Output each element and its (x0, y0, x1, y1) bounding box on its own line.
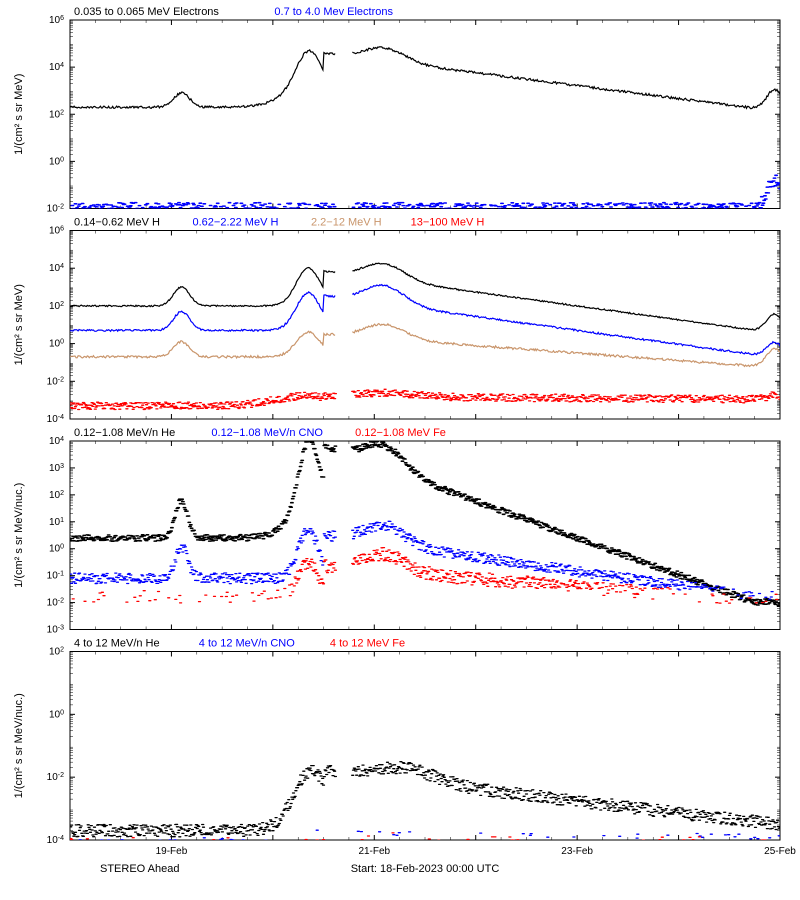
ytick-label: 10-2 (47, 772, 64, 784)
ytick-label: 102 (49, 646, 64, 658)
ytick-label: 10-1 (47, 570, 64, 582)
ytick-label: 103 (49, 462, 64, 474)
legend-item: 0.62−2.22 MeV H (193, 217, 279, 229)
xtick-label: 21-Feb (358, 846, 390, 857)
panel-frame (70, 20, 780, 209)
ytick-label: 104 (49, 62, 64, 74)
legend-item: 13−100 MeV H (411, 217, 485, 229)
series-scatter (69, 762, 781, 837)
panel-1: 10-4 10-2 100 102 104 106 1/(cm² s sr MeV) 0.14… (13, 217, 781, 426)
ytick-label: 104 (49, 436, 64, 448)
legend-item: 0.14−0.62 MeV H (74, 217, 160, 229)
series-line (70, 324, 780, 367)
panel-frame (70, 441, 780, 630)
ylabel: 1/(cm² s sr MeV) (13, 74, 25, 155)
ytick-label: 100 (49, 709, 64, 721)
panel-0: 10-2 100 102 104 106 1/(cm² s sr MeV) 0.035 to… (13, 6, 781, 215)
ytick-label: 102 (49, 300, 64, 312)
series-scatter (71, 830, 781, 840)
ytick-label: 100 (49, 338, 64, 350)
xtick-label: 25-Feb (764, 846, 796, 857)
legend-item: 2.2−12 MeV H (311, 217, 382, 229)
ytick-label: 10-2 (47, 597, 64, 609)
footer-left: STEREO Ahead (100, 863, 180, 875)
series-line (70, 47, 780, 109)
legend-item: 0.7 to 4.0 Mev Electrons (274, 6, 393, 18)
ytick-label: 10-3 (47, 624, 64, 636)
ytick-label: 10-2 (47, 203, 64, 215)
ytick-label: 10-4 (47, 835, 64, 847)
ylabel: 1/(cm² s sr MeV/nuc.) (13, 693, 25, 798)
ylabel: 1/(cm² s sr MeV) (13, 284, 25, 365)
panel-3: 10-4 10-2 100 102 19-Feb 21-Feb 23-Feb 25-Feb 1/… (13, 638, 796, 858)
ytick-label: 106 (49, 15, 64, 27)
ytick-label: 106 (49, 225, 64, 237)
legend-item: 4 to 12 MeV/n He (74, 638, 160, 650)
series-line (70, 263, 780, 330)
footer-center: Start: 18-Feb-2023 00:00 UTC (351, 863, 500, 875)
legend-item: 4 to 12 MeV/n CNO (199, 638, 295, 650)
legend-item: 4 to 12 MeV Fe (330, 638, 405, 650)
ytick-label: 102 (49, 489, 64, 501)
legend-item: 0.12−1.08 MeV Fe (355, 427, 446, 439)
panel-2: 10-3 10-2 10-1 100 101 102 103 104 1/(cm² s sr M… (13, 427, 781, 636)
ytick-label: 10-2 (47, 376, 64, 388)
panel-frame (70, 231, 780, 420)
series-scatter (69, 389, 781, 409)
legend-item: 0.12−1.08 MeV/n CNO (211, 427, 323, 439)
figure-svg: 10-2 100 102 104 106 1/(cm² s sr MeV) 0.035 to… (0, 0, 800, 900)
ylabel: 1/(cm² s sr MeV/nuc.) (13, 483, 25, 588)
legend-item: 0.035 to 0.065 MeV Electrons (74, 6, 219, 18)
xtick-label: 23-Feb (561, 846, 593, 857)
ytick-label: 10-4 (47, 414, 64, 426)
ytick-label: 101 (49, 516, 64, 528)
xtick-label: 19-Feb (156, 846, 188, 857)
ytick-label: 104 (49, 263, 64, 275)
ytick-label: 100 (49, 543, 64, 555)
ytick-label: 100 (49, 156, 64, 168)
figure-container: 10-2 100 102 104 106 1/(cm² s sr MeV) 0.035 to… (0, 0, 800, 900)
legend-item: 0.12−1.08 MeV/n He (74, 427, 175, 439)
ytick-label: 102 (49, 109, 64, 121)
